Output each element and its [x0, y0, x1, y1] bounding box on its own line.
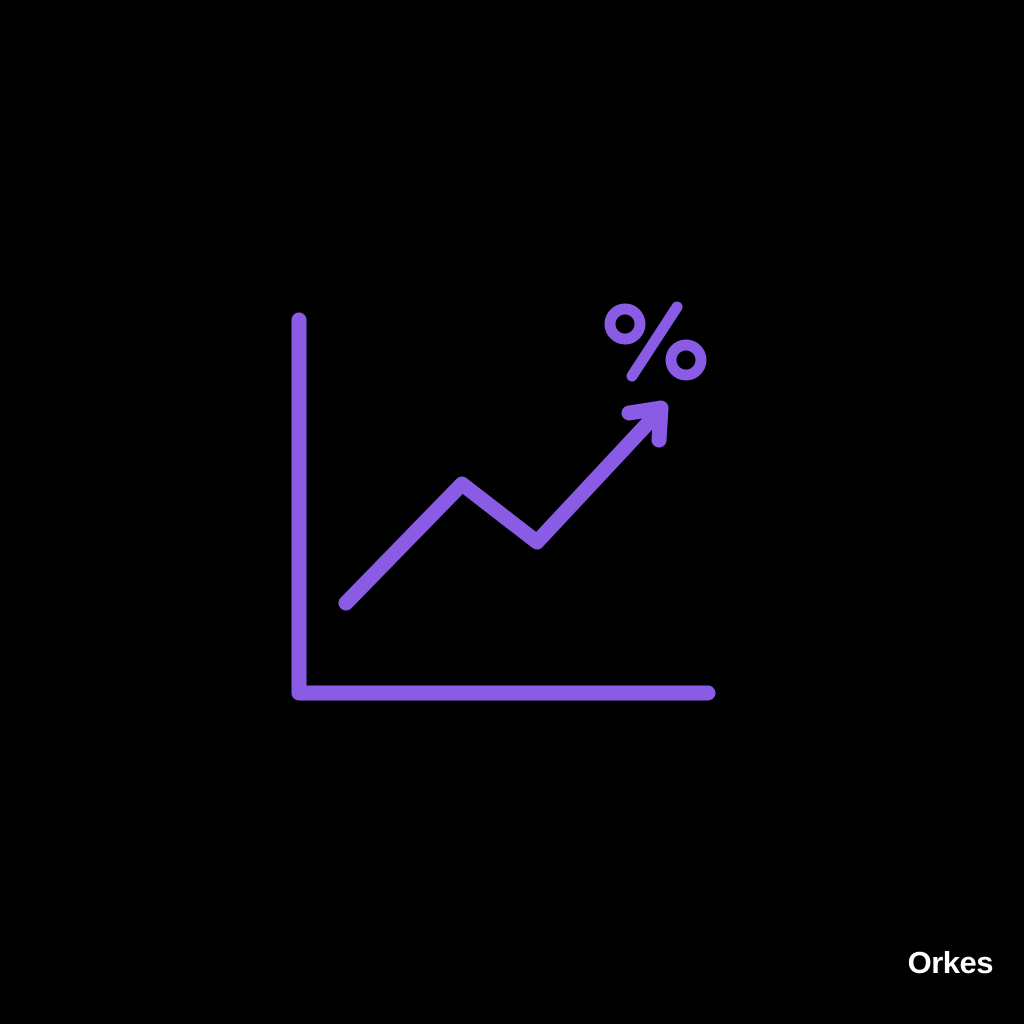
trend-line-icon: [338, 413, 658, 611]
arrow-head-icon: [621, 400, 669, 448]
brand-logo-text: Orkes: [907, 945, 994, 980]
chart-axes-icon: [291, 312, 716, 701]
percent-sign-icon: [604, 301, 707, 382]
